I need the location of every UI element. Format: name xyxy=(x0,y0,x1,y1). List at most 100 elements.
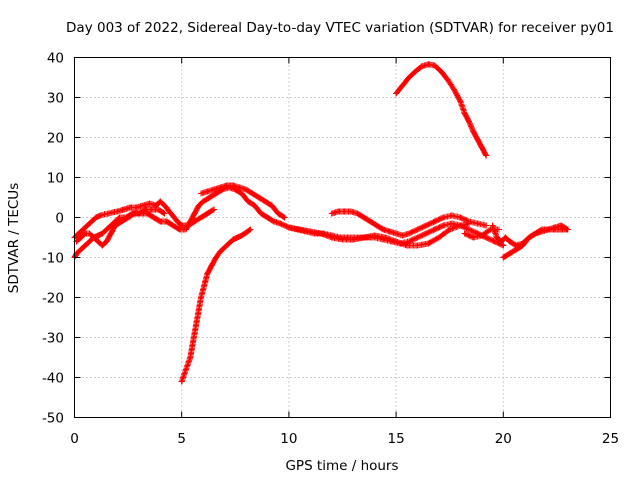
data-point xyxy=(264,214,271,221)
data-point xyxy=(446,226,453,233)
data-point xyxy=(148,206,155,213)
data-point xyxy=(551,224,558,231)
data-point xyxy=(318,230,325,237)
data-point xyxy=(86,230,93,237)
x-tick-label: 25 xyxy=(602,431,619,447)
data-point xyxy=(101,211,108,218)
data-point xyxy=(183,226,189,233)
series-markers xyxy=(393,61,490,159)
data-point xyxy=(354,210,361,217)
data-point xyxy=(140,202,147,209)
data-point xyxy=(221,244,228,251)
data-point xyxy=(238,232,245,239)
data-point xyxy=(183,366,189,373)
data-point xyxy=(150,214,157,221)
data-point xyxy=(500,254,507,261)
series-track-i xyxy=(393,61,490,159)
data-point xyxy=(191,330,198,337)
data-point xyxy=(127,204,134,211)
data-point xyxy=(500,242,507,249)
data-point xyxy=(526,234,532,241)
data-point xyxy=(200,286,207,293)
data-point xyxy=(438,68,445,75)
data-point xyxy=(431,226,438,233)
data-point xyxy=(77,246,84,253)
data-point xyxy=(217,184,224,191)
data-point xyxy=(105,210,112,217)
data-point xyxy=(425,61,432,68)
data-point xyxy=(425,240,432,247)
data-point xyxy=(270,218,277,225)
data-point xyxy=(103,226,110,233)
data-point xyxy=(328,210,335,217)
y-tick-label: 10 xyxy=(47,171,64,187)
data-point xyxy=(393,90,400,97)
data-point xyxy=(393,238,400,245)
data-point xyxy=(238,190,245,197)
data-point xyxy=(285,224,292,231)
series-markers xyxy=(198,182,288,221)
data-point xyxy=(95,238,102,245)
data-point xyxy=(200,198,207,205)
data-point xyxy=(90,234,97,241)
data-point xyxy=(146,200,153,207)
data-point xyxy=(249,190,256,197)
data-point xyxy=(466,118,472,125)
data-point xyxy=(448,212,455,219)
data-point xyxy=(138,210,144,217)
data-point xyxy=(198,214,204,221)
data-point xyxy=(502,234,509,241)
data-point xyxy=(262,198,269,205)
data-point xyxy=(110,209,117,216)
data-point xyxy=(489,222,496,229)
data-point xyxy=(99,230,106,237)
data-point xyxy=(95,232,102,239)
data-point xyxy=(461,230,468,237)
y-axis-label: SDTVAR / TECUs xyxy=(6,183,22,293)
chart-title: Day 003 of 2022, Sidereal Day-to-day VTE… xyxy=(66,20,614,36)
data-point xyxy=(189,342,196,349)
y-tick-label: 0 xyxy=(55,211,64,227)
data-point xyxy=(234,234,241,241)
data-point xyxy=(506,238,513,245)
data-point xyxy=(545,226,552,233)
data-point xyxy=(399,232,406,239)
data-point xyxy=(247,226,254,233)
data-point xyxy=(328,234,335,241)
data-point xyxy=(187,354,194,361)
data-point xyxy=(208,262,215,269)
data-point xyxy=(230,236,237,243)
data-point xyxy=(125,214,132,221)
y-tick-label: -50 xyxy=(42,411,64,427)
data-point xyxy=(373,222,380,229)
data-point xyxy=(88,218,95,225)
data-point xyxy=(483,152,490,159)
data-point xyxy=(213,254,219,261)
data-point xyxy=(418,63,425,70)
data-point xyxy=(386,228,393,235)
data-point xyxy=(204,270,211,277)
data-point xyxy=(82,242,89,249)
data-point xyxy=(532,230,539,237)
series-track-g xyxy=(328,208,490,239)
data-point xyxy=(403,242,410,249)
data-point xyxy=(170,222,177,229)
data-point xyxy=(558,222,565,229)
data-point xyxy=(193,318,200,325)
data-point xyxy=(251,202,258,209)
data-point xyxy=(431,62,438,69)
data-point xyxy=(470,128,477,135)
data-point xyxy=(277,220,284,227)
data-point xyxy=(217,248,224,255)
data-points xyxy=(71,61,571,385)
x-axis-label: GPS time / hours xyxy=(285,458,398,474)
data-point xyxy=(223,182,230,189)
data-point xyxy=(348,208,355,215)
y-tick-label: 40 xyxy=(47,51,64,67)
data-point xyxy=(191,210,198,217)
series-track-h xyxy=(178,226,254,385)
series-track-l xyxy=(461,226,502,241)
data-point xyxy=(157,198,164,205)
y-tick-label: -20 xyxy=(42,291,64,307)
data-point xyxy=(204,188,211,195)
